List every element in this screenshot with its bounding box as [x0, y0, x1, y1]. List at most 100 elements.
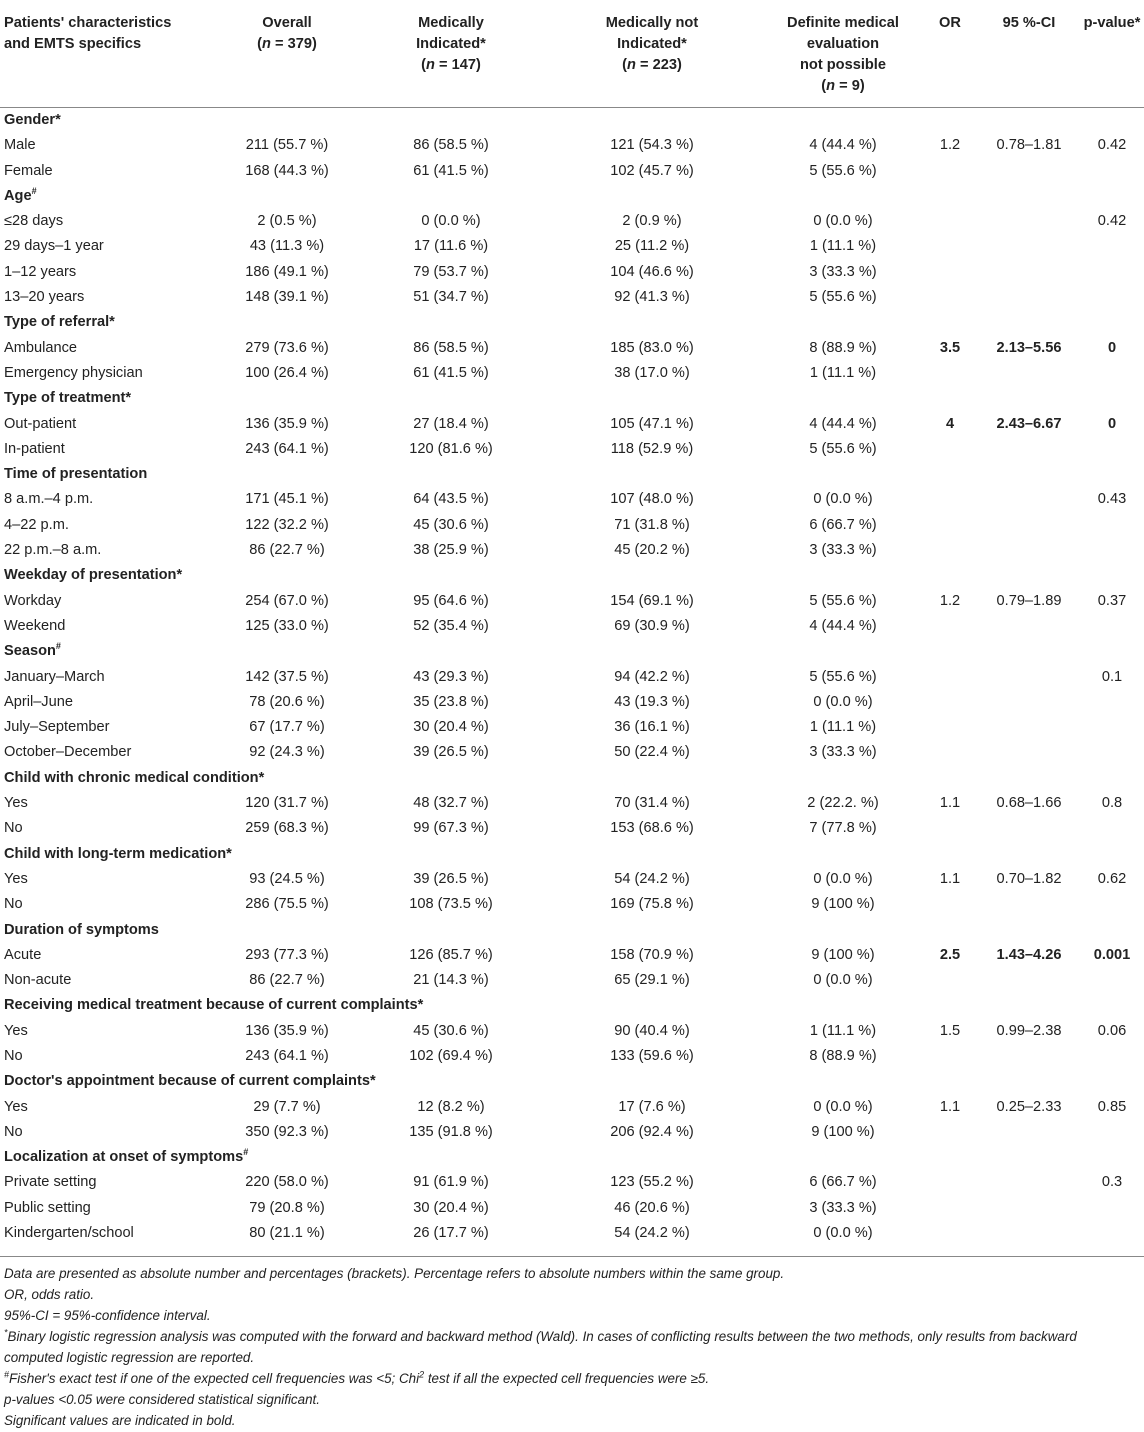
p-value-cell — [1080, 816, 1144, 841]
row-label: July–September — [0, 715, 212, 740]
group-label: Receiving medical treatment because of c… — [0, 993, 1144, 1018]
not-possible-cell: 0 (0.0 %) — [813, 213, 873, 230]
group-label-text: Type of referral* — [4, 314, 115, 331]
indicated-cell: 61 (41.5 %) — [413, 162, 489, 179]
or-cell — [922, 1044, 978, 1069]
indicated-cell: 86 (58.5 %) — [413, 339, 489, 356]
overall-cell: 259 (68.3 %) — [245, 820, 329, 837]
table-header: Patients' characteristics and EMTS speci… — [0, 0, 1144, 108]
p-value-cell — [1080, 361, 1144, 386]
not-possible-cell: 6 (66.7 %) — [809, 1174, 877, 1191]
or-cell — [922, 285, 978, 310]
or-cell — [922, 1196, 978, 1221]
ci-cell: 0.25–2.33 — [996, 1098, 1062, 1115]
overall-cell: 120 (31.7 %) — [245, 795, 329, 812]
indicated-cell: 61 (41.5 %) — [413, 364, 489, 381]
p-value-cell: 0 — [1107, 415, 1117, 432]
row-label: Kindergarten/school — [0, 1221, 212, 1258]
ci-cell: 0.70–1.82 — [996, 870, 1062, 887]
not-possible-cell: 0 (0.0 %) — [813, 693, 873, 710]
ci-cell — [978, 260, 1080, 285]
footnote-superscript: 2 — [419, 1369, 425, 1380]
not-possible-cell: 0 (0.0 %) — [813, 972, 873, 989]
p-value-cell — [1080, 538, 1144, 563]
or-cell — [922, 538, 978, 563]
row-label-text: 13–20 years — [4, 289, 85, 306]
ci-cell — [978, 487, 1080, 512]
ci-cell — [978, 816, 1080, 841]
group-label: Child with long-term medication* — [0, 842, 1144, 867]
not-indicated-cell: 50 (22.4 %) — [614, 744, 690, 761]
group-header-row: Type of referral* — [0, 310, 1144, 335]
not-indicated-cell: 69 (30.9 %) — [614, 617, 690, 634]
table-row: 8 a.m.–4 p.m. 171 (45.1 %) 64 (43.5 %) 107 … — [0, 487, 1144, 512]
not-possible-cell: 5 (55.6 %) — [809, 289, 877, 306]
not-indicated-cell: 121 (54.3 %) — [610, 137, 694, 154]
header-row: Patients' characteristics and EMTS speci… — [0, 0, 1144, 108]
group-header-row: Type of treatment* — [0, 386, 1144, 411]
group-header-row: Duration of symptoms — [0, 918, 1144, 943]
ci-cell: 2.43–6.67 — [996, 415, 1062, 432]
row-label-text: Yes — [4, 870, 28, 887]
table-row: No 286 (75.5 %) 108 (73.5 %) 169 (75.8 %) 9 … — [0, 892, 1144, 917]
footnote: 95%-CI = 95%-confidence interval. — [4, 1308, 211, 1324]
table-row: January–March 142 (37.5 %) 43 (29.3 %) 94 (… — [0, 665, 1144, 690]
not-indicated-cell: 102 (45.7 %) — [610, 162, 694, 179]
not-indicated-cell: 43 (19.3 %) — [614, 693, 690, 710]
table-row: No 243 (64.1 %) 102 (69.4 %) 133 (59.6 %) 8 … — [0, 1044, 1144, 1069]
overall-cell: 243 (64.1 %) — [245, 1047, 329, 1064]
indicated-cell: 17 (11.6 %) — [413, 238, 489, 255]
ci-cell — [978, 513, 1080, 538]
header-characteristics: Patients' characteristics and EMTS speci… — [0, 0, 212, 108]
not-possible-cell: 3 (33.3 %) — [809, 744, 877, 761]
overall-cell: 136 (35.9 %) — [245, 415, 329, 432]
group-label-text: Age — [4, 187, 32, 204]
group-header-row: Season# — [0, 639, 1144, 664]
table-row: Ambulance 279 (73.6 %) 86 (58.5 %) 185 (83.… — [0, 336, 1144, 361]
group-label-text: Doctor's appointment because of current … — [4, 1073, 376, 1090]
table-row: 22 p.m.–8 a.m. 86 (22.7 %) 38 (25.9 %) 45 (… — [0, 538, 1144, 563]
or-cell: 1.1 — [939, 1098, 961, 1115]
table-row: Emergency physician 100 (26.4 %) 61 (41.5 … — [0, 361, 1144, 386]
ci-cell — [978, 361, 1080, 386]
or-cell — [922, 740, 978, 765]
indicated-cell: 52 (35.4 %) — [413, 617, 489, 634]
indicated-cell: 64 (43.5 %) — [413, 491, 489, 508]
group-label-text: Type of treatment* — [4, 390, 132, 407]
indicated-cell: 45 (30.6 %) — [413, 1022, 489, 1039]
not-possible-cell: 6 (66.7 %) — [809, 516, 877, 533]
overall-cell: 186 (49.1 %) — [245, 263, 329, 280]
not-indicated-cell: 70 (31.4 %) — [614, 795, 690, 812]
not-indicated-cell: 185 (83.0 %) — [610, 339, 694, 356]
table-row: No 259 (68.3 %) 99 (67.3 %) 153 (68.6 %) 7 (… — [0, 816, 1144, 841]
not-indicated-cell: 17 (7.6 %) — [618, 1098, 686, 1115]
group-label-text: Receiving medical treatment because of c… — [4, 997, 424, 1014]
footnote: *Binary logistic regression analysis was… — [4, 1326, 1138, 1368]
header-evaluation-not-possible: Definite medical evaluation not possible… — [764, 0, 922, 108]
table-row: 29 days–1 year 43 (11.3 %) 17 (11.6 %) 25 (… — [0, 234, 1144, 259]
table-row: Male 211 (55.7 %) 86 (58.5 %) 121 (54.3 %) 4… — [0, 133, 1144, 158]
not-possible-cell: 8 (88.9 %) — [809, 339, 877, 356]
ci-cell — [978, 209, 1080, 234]
p-value-cell: 0.85 — [1097, 1098, 1127, 1115]
group-header-row: Weekday of presentation* — [0, 563, 1144, 588]
p-value-cell: 0.001 — [1093, 946, 1131, 963]
not-possible-cell: 9 (100 %) — [811, 896, 875, 913]
row-label: 8 a.m.–4 p.m. — [0, 487, 212, 512]
header-odds-ratio: OR — [922, 0, 978, 108]
not-indicated-cell: 25 (11.2 %) — [614, 238, 690, 255]
indicated-cell: 102 (69.4 %) — [409, 1047, 493, 1064]
ci-cell — [978, 437, 1080, 462]
row-label-text: Public setting — [4, 1199, 91, 1216]
p-value-cell: 0.06 — [1097, 1022, 1127, 1039]
table-row: Female 168 (44.3 %) 61 (41.5 %) 102 (45.7 %… — [0, 159, 1144, 184]
indicated-cell: 26 (17.7 %) — [362, 1221, 540, 1258]
footnote-mark: # — [4, 1369, 10, 1380]
not-indicated-cell: 133 (59.6 %) — [610, 1047, 694, 1064]
indicated-cell: 48 (32.7 %) — [413, 795, 489, 812]
table-row: No 350 (92.3 %) 135 (91.8 %) 206 (92.4 %) 9 … — [0, 1120, 1144, 1145]
not-possible-cell: 3 (33.3 %) — [809, 1199, 877, 1216]
overall-cell: 220 (58.0 %) — [245, 1174, 329, 1191]
row-label: ≤28 days — [0, 209, 212, 234]
or-cell — [922, 614, 978, 639]
